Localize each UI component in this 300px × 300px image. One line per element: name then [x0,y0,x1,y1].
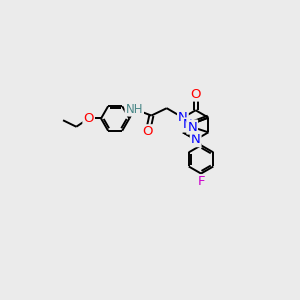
Text: N: N [187,121,197,134]
Text: O: O [142,125,153,138]
Text: O: O [83,112,94,125]
Text: NH: NH [126,103,143,116]
Text: N: N [182,118,192,131]
Text: O: O [190,88,201,100]
Text: F: F [197,175,205,188]
Text: N: N [191,133,200,146]
Text: N: N [178,111,188,124]
